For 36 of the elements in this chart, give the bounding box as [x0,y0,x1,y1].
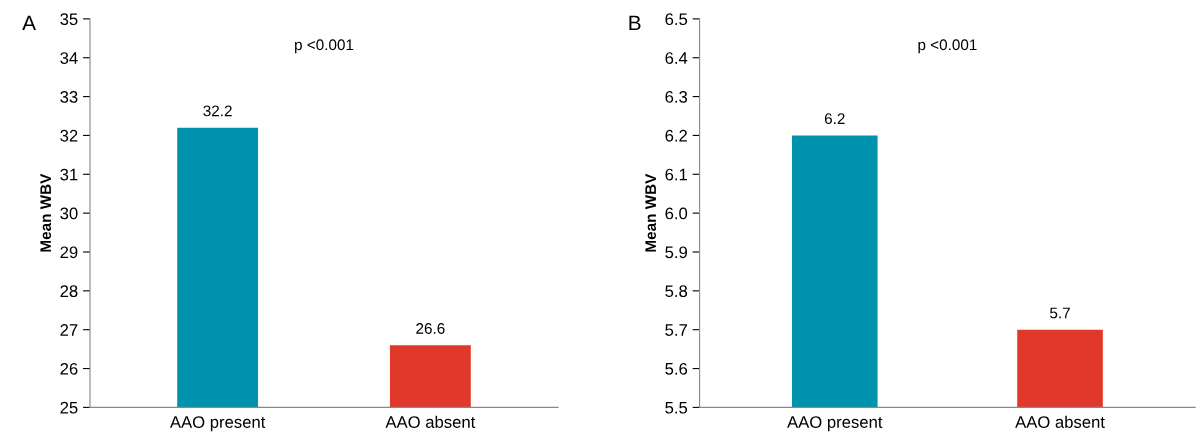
y-tick-label: 6.1 [665,168,687,181]
x-tick-label: AAO absent [385,415,476,428]
y-tick-label: 5.8 [665,285,688,298]
y-tick-label: 6.4 [665,52,688,64]
y-tick-label: 6.2 [665,129,687,142]
y-tick-label: 29 [60,246,78,259]
y-tick-label: 5.5 [665,401,688,414]
y-axis-title: Mean WBV [40,173,52,252]
y-tick-label: 6.3 [665,90,688,103]
y-tick-label: 33 [60,90,78,103]
x-tick-label: AAO present [169,416,266,432]
x-tick-label: AAO absent [1015,415,1105,428]
annotation: p <0.001 [918,39,977,54]
data-label: 32.2 [203,105,232,117]
y-tick-label: 31 [60,168,78,181]
y-tick-label: 5.7 [665,324,687,336]
x-tick-label: AAO present [787,416,883,432]
data-label: 26.6 [416,323,445,334]
y-tick-label: 6.0 [665,207,688,220]
y-tick-label: 5.9 [665,246,688,259]
y-tick-label: 32 [60,129,78,142]
annotation: p <0.001 [295,39,354,54]
chart-title: B [629,15,641,31]
y-tick-label: 30 [60,207,78,220]
y-tick-label: 5.6 [665,362,688,375]
y-tick-label: 6.5 [665,13,688,26]
y-tick-label: 27 [60,324,78,336]
chart-title: A [22,15,36,31]
y-tick-label: 35 [60,13,78,26]
data-label: 6.2 [824,113,845,125]
y-axis-title: Mean WBV [645,173,657,252]
y-tick-label: 28 [60,285,78,298]
y-tick-label: 25 [60,401,78,414]
y-tick-label: 26 [60,362,78,375]
y-tick-label: 34 [60,52,78,64]
data-label: 5.7 [1050,307,1070,319]
